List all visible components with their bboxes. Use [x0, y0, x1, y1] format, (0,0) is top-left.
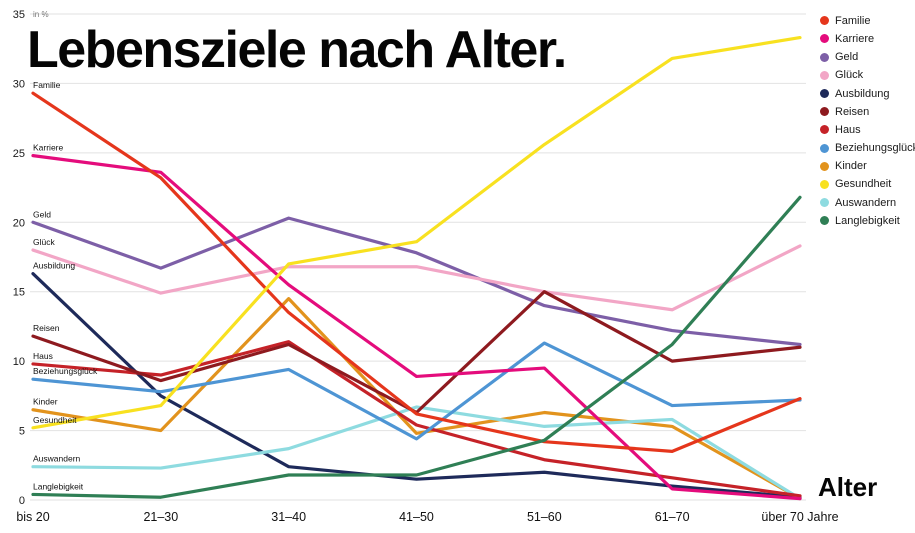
legend-item-auswandern: Auswandern [820, 197, 915, 209]
series-line-karriere [31, 154, 802, 501]
legend-item-geld: Geld [820, 51, 915, 63]
series-label-geld: Geld [33, 209, 51, 219]
chart-title: Lebensziele nach Alter. [27, 21, 567, 79]
y-tick-label: 35 [13, 9, 25, 21]
series-line-auswandern [31, 405, 802, 501]
legend-label-gesundheit: Gesundheit [835, 178, 892, 191]
legend-dot-haus [820, 125, 829, 135]
legend-dot-langlebigkeit [820, 216, 829, 226]
legend-item-beziehungsgl-ck: Beziehungsglück [820, 142, 915, 154]
series-line-gesundheit [31, 36, 802, 430]
x-tick-label: 21–30 [143, 510, 178, 524]
x-axis-title: Alter [818, 472, 878, 502]
series-label-haus: Haus [33, 351, 53, 361]
y-tick-label: 15 [13, 287, 25, 299]
legend-dot-familie [820, 16, 829, 26]
series-line-beziehungsgl-ck [31, 341, 802, 441]
legend-label-haus: Haus [835, 123, 861, 136]
series-label-gesundheit: Gesundheit [33, 415, 77, 425]
series-label-karriere: Karriere [33, 143, 64, 153]
legend-item-kinder: Kinder [820, 160, 915, 173]
legend-label-beziehungsgl-ck: Beziehungsglück [835, 142, 915, 155]
x-tick-label: 31–40 [271, 510, 306, 524]
y-tick-label: 10 [13, 356, 25, 368]
y-tick-label: 5 [19, 426, 25, 438]
legend-label-langlebigkeit: Langlebigkeit [835, 214, 900, 227]
series-line-gl-ck [31, 244, 802, 312]
series-label-auswandern: Auswandern [33, 454, 81, 464]
series-line-kinder [31, 297, 802, 501]
legend-item-reisen: Reisen [820, 106, 915, 118]
legend-label-reisen: Reisen [835, 105, 870, 118]
legend-item-gl-ck: Glück [820, 69, 915, 82]
legend-dot-gl-ck [820, 70, 829, 80]
x-tick-label: bis 20 [16, 510, 49, 524]
legend-item-gesundheit: Gesundheit [820, 178, 915, 191]
y-tick-label: 20 [13, 217, 25, 229]
legend: Familie Karriere Geld Glück Ausbildung Reisen… [820, 15, 915, 227]
legend-label-geld: Geld [835, 51, 859, 64]
legend-label-kinder: Kinder [835, 160, 867, 173]
legend-dot-auswandern [820, 198, 829, 208]
y-tick-label: 30 [13, 78, 25, 90]
legend-dot-geld [820, 52, 829, 62]
legend-dot-ausbildung [820, 89, 829, 99]
y-tick-label: 25 [13, 148, 25, 160]
y-tick-label: 0 [19, 495, 25, 507]
series-label-reisen: Reisen [33, 323, 60, 333]
series-label-beziehungsgl-ck: Beziehungsglück [33, 366, 98, 376]
legend-label-auswandern: Auswandern [835, 196, 897, 209]
series-label-gl-ck: Glück [33, 237, 55, 247]
series-line-ausbildung [31, 272, 802, 499]
legend-item-ausbildung: Ausbildung [820, 88, 915, 100]
series-line-langlebigkeit [31, 195, 802, 499]
x-tick-label: 51–60 [527, 510, 562, 524]
series-line-reisen [31, 290, 802, 415]
x-tick-label: über 70 Jahre [761, 510, 838, 524]
legend-item-langlebigkeit: Langlebigkeit [820, 215, 915, 227]
series-label-langlebigkeit: Langlebigkeit [33, 481, 84, 491]
series-line-haus [31, 340, 802, 498]
y-axis-unit-label: in % [33, 10, 49, 19]
legend-item-karriere: Karriere [820, 33, 915, 45]
series-label-ausbildung: Ausbildung [33, 261, 75, 271]
legend-dot-reisen [820, 107, 829, 117]
legend-dot-gesundheit [820, 179, 829, 189]
legend-dot-karriere [820, 34, 829, 44]
legend-label-gl-ck: Glück [835, 69, 864, 82]
series-line-familie [31, 91, 802, 453]
x-tick-label: 61–70 [655, 510, 690, 524]
legend-label-familie: Familie [835, 14, 871, 27]
series-label-familie: Familie [33, 80, 61, 90]
legend-label-karriere: Karriere [835, 32, 875, 45]
legend-dot-beziehungsgl-ck [820, 143, 829, 153]
legend-dot-kinder [820, 161, 829, 171]
series-label-kinder: Kinder [33, 397, 58, 407]
x-tick-label: 41–50 [399, 510, 434, 524]
series-line-geld [31, 216, 802, 347]
legend-label-ausbildung: Ausbildung [835, 87, 890, 100]
legend-item-familie: Familie [820, 15, 915, 27]
legend-item-haus: Haus [820, 124, 915, 136]
